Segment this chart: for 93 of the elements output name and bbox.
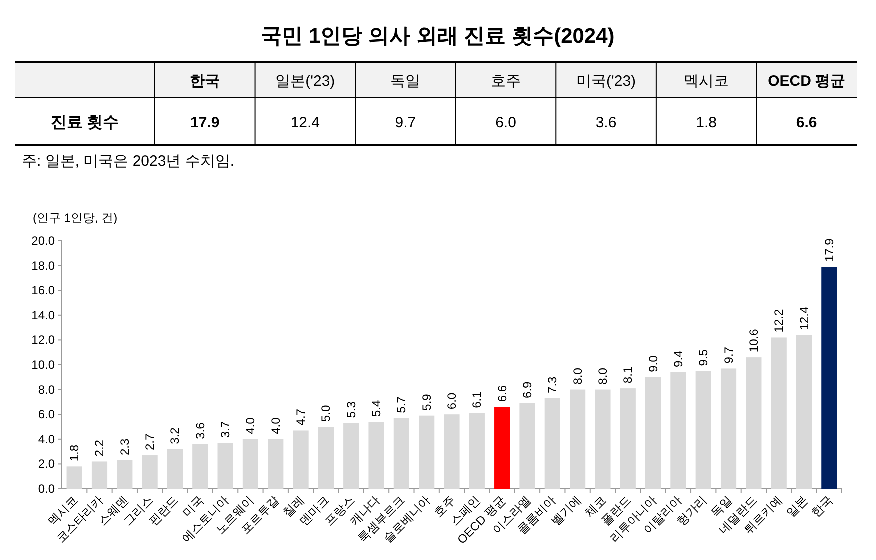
y-tick-label: 8.0 — [38, 382, 56, 397]
y-tick-label: 6.0 — [38, 408, 56, 422]
y-tick-label: 2.0 — [38, 457, 56, 472]
bar — [268, 439, 284, 489]
data-label: 6.9 — [520, 381, 534, 398]
data-label: 4.7 — [294, 408, 308, 426]
bar — [595, 390, 611, 489]
bar — [92, 462, 108, 489]
bar — [620, 388, 636, 489]
bar — [796, 335, 812, 489]
text: 주: 일본, 미국은 2023년 수치임. — [22, 153, 235, 170]
data-label: 2.3 — [118, 438, 132, 456]
data-label: 12.4 — [797, 306, 812, 330]
data-label: 4.0 — [268, 417, 283, 434]
bar — [394, 418, 410, 489]
category-label: 멕시코 — [684, 73, 730, 90]
data-label: 8.0 — [596, 368, 610, 385]
data-label: 6.1 — [470, 391, 484, 408]
bar — [746, 358, 762, 489]
bar — [117, 460, 133, 489]
bar — [469, 413, 485, 489]
bar — [218, 443, 234, 489]
data-label: 12.2 — [772, 309, 786, 333]
bar — [544, 398, 560, 489]
data-label: 2.2 — [92, 440, 107, 457]
data-label: 6.0 — [496, 114, 516, 132]
text: 진료 횟수 — [50, 114, 120, 132]
data-label: 9.7 — [395, 114, 416, 132]
bar — [696, 371, 712, 489]
data-label: 10.6 — [746, 328, 761, 353]
bar — [419, 416, 435, 489]
category-label: 미국('23) — [576, 73, 636, 90]
data-label: 9.0 — [646, 355, 660, 372]
y-tick-label: 14.0 — [32, 308, 56, 322]
y-tick-label: 20.0 — [32, 234, 56, 248]
y-tick-label: 12.0 — [32, 333, 56, 348]
bar — [771, 338, 787, 489]
data-label: 6.0 — [445, 392, 459, 410]
data-label: 3.6 — [193, 422, 208, 440]
bar — [142, 456, 158, 489]
data-label: 8.0 — [570, 368, 585, 385]
bar — [192, 444, 208, 489]
data-label: 9.7 — [722, 346, 736, 364]
category-label: 일본('23) — [276, 73, 336, 90]
category-label: OECD 평균 — [768, 73, 846, 90]
data-label: 3.6 — [596, 114, 617, 132]
data-label: 1.8 — [696, 114, 717, 132]
bar — [494, 407, 510, 489]
y-tick-label: 10.0 — [32, 358, 56, 372]
bar — [670, 372, 686, 489]
bar — [645, 377, 662, 489]
y-tick-label: 16.0 — [32, 284, 56, 298]
data-label: 5.4 — [370, 400, 384, 418]
data-label: 3.2 — [168, 427, 182, 444]
data-label: 4.0 — [244, 417, 258, 434]
x-tick-label: 한국 — [808, 493, 836, 520]
data-label: 7.3 — [546, 376, 560, 394]
bar — [720, 368, 737, 489]
data-label: 5.9 — [420, 394, 434, 411]
bar — [344, 423, 360, 489]
data-label: 2.7 — [143, 434, 158, 451]
y-tick-label: 18.0 — [32, 258, 56, 273]
y-axis-title: (인구 1인당, 건) — [33, 211, 118, 225]
category-label: 독일 — [390, 73, 421, 90]
bar — [570, 390, 586, 489]
data-label: 12.4 — [290, 114, 320, 132]
category-label: 한국 — [190, 73, 220, 90]
data-label: 5.7 — [394, 396, 409, 414]
bar — [822, 267, 838, 489]
data-label: 3.7 — [218, 421, 233, 438]
data-label: 8.1 — [621, 366, 636, 384]
data-label: 1.8 — [68, 444, 82, 462]
data-label: 9.4 — [671, 350, 686, 368]
bar — [167, 449, 184, 489]
bar — [66, 466, 82, 489]
bar — [318, 427, 334, 489]
text: 국민 1인당 의사 외래 진료 횟수(2024) — [261, 25, 615, 48]
data-label: 6.6 — [796, 114, 818, 132]
x-tick-label: 일본 — [784, 493, 810, 520]
data-label: 6.6 — [495, 385, 510, 402]
bar — [293, 430, 309, 489]
bar — [444, 414, 460, 489]
y-tick-label: 0.0 — [38, 482, 56, 496]
bar — [368, 422, 384, 489]
data-label: 5.0 — [319, 404, 334, 422]
data-label: 17.9 — [190, 114, 220, 132]
data-label: 17.9 — [822, 238, 836, 262]
data-label: 5.3 — [344, 401, 358, 418]
bar — [520, 403, 536, 489]
category-label: 호주 — [491, 73, 521, 90]
data-label: 9.5 — [696, 349, 711, 366]
bar — [242, 439, 259, 489]
y-tick-label: 4.0 — [38, 432, 56, 446]
